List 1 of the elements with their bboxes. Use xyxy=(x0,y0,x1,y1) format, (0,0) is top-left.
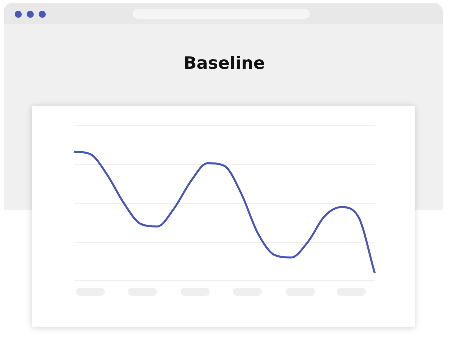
chart-title: Baseline xyxy=(182,54,266,74)
